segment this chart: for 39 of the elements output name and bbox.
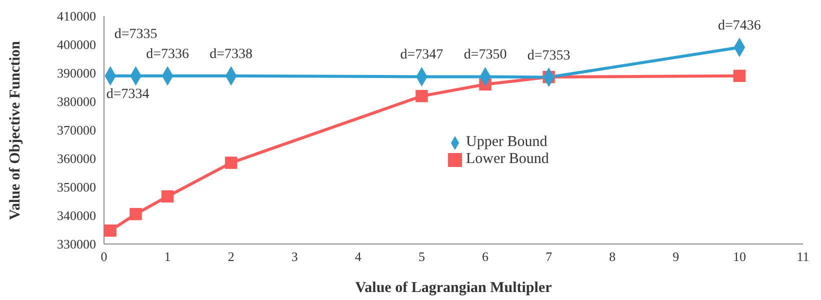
y-tick-label: 410000 — [57, 8, 96, 24]
annotation: d=7350 — [464, 48, 507, 63]
legend-label: Upper Bound — [466, 134, 548, 150]
annotation: d=7436 — [718, 18, 761, 34]
y-tick-label: 390000 — [57, 66, 96, 81]
x-tick-label: 0 — [100, 249, 108, 264]
y-tick-label: 330000 — [57, 236, 96, 252]
y-tick-label: 380000 — [57, 94, 96, 110]
point — [416, 90, 428, 102]
y-tick-label: 360000 — [57, 151, 96, 166]
y-tick-label: 340000 — [57, 208, 96, 224]
y-axis-title: Value of Objective Function — [7, 40, 24, 220]
point — [733, 70, 746, 82]
x-tick-label: 9 — [672, 249, 680, 264]
x-tick-label: 4 — [354, 249, 362, 264]
x-tick-label: 11 — [796, 249, 810, 264]
x-tick-label: 8 — [609, 249, 616, 264]
x-tick-label: 7 — [546, 249, 553, 264]
point — [224, 156, 238, 169]
y-tick-label: 400000 — [57, 37, 96, 52]
annotation: d=7353 — [527, 48, 570, 64]
x-tick-label: 3 — [291, 249, 298, 264]
point — [161, 190, 174, 203]
point — [130, 208, 142, 220]
annotation: d=7338 — [210, 46, 253, 62]
y-tick-label: 370000 — [57, 122, 96, 138]
annotation: d=7335 — [114, 26, 158, 42]
annotation: d=7347 — [400, 48, 444, 63]
x-tick-label: 6 — [482, 249, 490, 264]
x-tick-label: 5 — [418, 249, 425, 264]
x-tick-label: 1 — [164, 249, 171, 264]
point — [104, 224, 116, 237]
x-axis-title: Value of Lagrangian Multipler — [355, 280, 552, 296]
x-tick-label: 10 — [732, 249, 746, 264]
annotation: d=7334 — [106, 86, 150, 102]
annotation: d=7336 — [146, 46, 189, 62]
y-tick-label: 350000 — [57, 180, 96, 195]
legend-label: Lower Bound — [466, 151, 549, 167]
x-tick-label: 2 — [228, 249, 234, 264]
